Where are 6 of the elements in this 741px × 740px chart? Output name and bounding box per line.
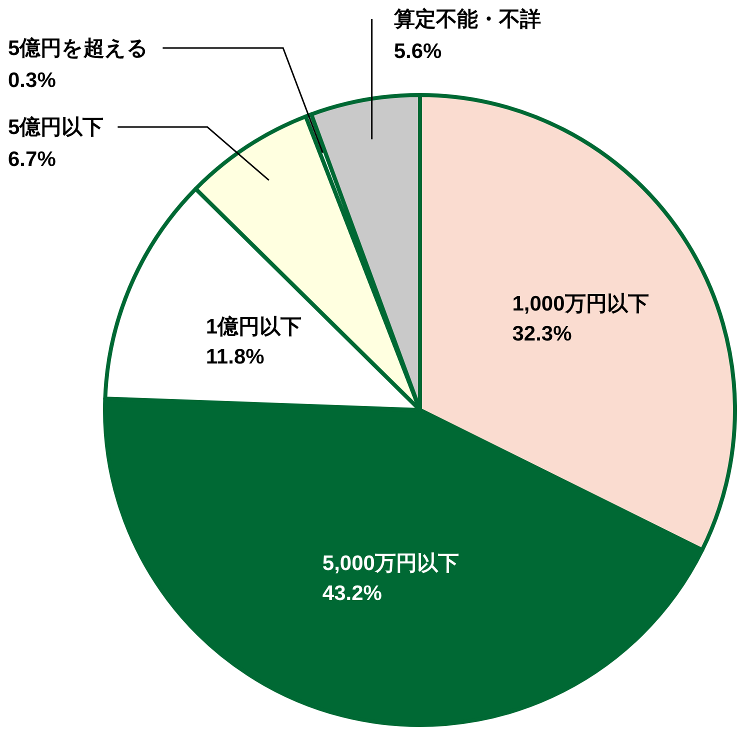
data-label: 5.6% [394,40,442,63]
slice-label: 算定不能・不詳 [392,6,541,31]
data-label: 0.3% [8,69,56,92]
slice-label: 5億円以下 [8,115,104,140]
data-label: 6.7% [8,148,56,172]
slice-label: 5億円を超える [8,36,149,60]
